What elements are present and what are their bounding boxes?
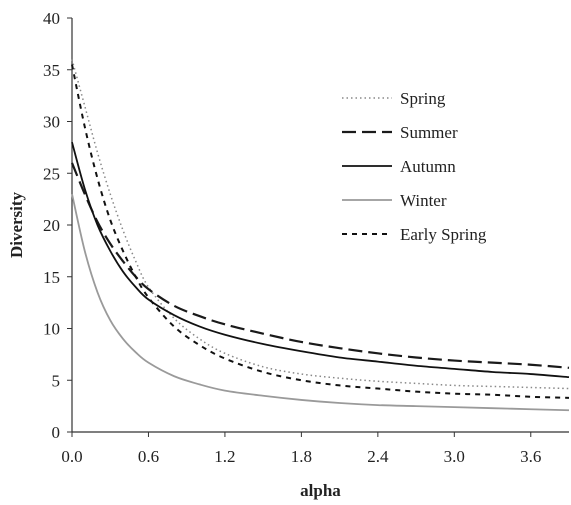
y-tick-label: 25	[43, 164, 60, 183]
legend-group: Spring Summer Autumn Winter Early Spring	[342, 89, 487, 244]
axes-group	[71, 18, 569, 433]
y-tick-label: 35	[43, 61, 60, 80]
legend-label: Autumn	[400, 157, 456, 176]
series-line-autumn	[71, 141, 570, 379]
y-tick-label: 10	[43, 320, 60, 339]
x-tick-label: 2.4	[367, 447, 389, 466]
legend-label: Spring	[400, 89, 446, 108]
x-axis-title: alpha	[300, 481, 341, 500]
series-line-spring	[71, 59, 570, 390]
legend-label: Summer	[400, 123, 458, 142]
y-tick-label: 20	[43, 216, 60, 235]
y-tick-label: 15	[43, 268, 60, 287]
legend-label: Winter	[400, 191, 447, 210]
series-line-early-spring	[71, 64, 570, 399]
x-tick-label: 3.6	[520, 447, 541, 466]
x-tick-label: 1.2	[214, 447, 235, 466]
series-line-winter	[71, 193, 570, 412]
y-tick-label: 30	[43, 113, 60, 132]
y-axis-title: Diversity	[7, 191, 26, 258]
y-tick-label: 5	[52, 371, 61, 390]
series-line-summer	[70, 162, 570, 369]
series-group	[70, 59, 570, 412]
y-tick-label: 0	[52, 423, 61, 442]
x-tick-label: 0.6	[138, 447, 159, 466]
x-tick-label: 1.8	[291, 447, 312, 466]
y-tick-label: 40	[43, 9, 60, 28]
x-tick-label: 0.0	[61, 447, 82, 466]
ticks-group: 0 5 10 15 20 25 30 35 40 0.0 0.6 1.2 1.8 2.4 3.0 3.6	[43, 9, 541, 466]
x-tick-label: 3.0	[444, 447, 465, 466]
legend-label: Early Spring	[400, 225, 487, 244]
